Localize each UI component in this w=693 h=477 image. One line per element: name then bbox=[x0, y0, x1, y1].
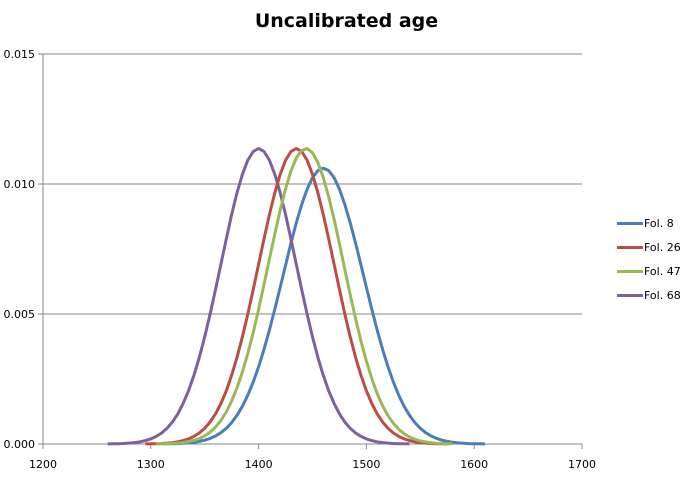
y-tick-label: 0.000 bbox=[4, 438, 36, 451]
x-tick-label: 1500 bbox=[352, 458, 380, 471]
series-line-fol-8 bbox=[161, 166, 486, 446]
x-tick-label: 1600 bbox=[460, 458, 488, 471]
legend-swatch bbox=[617, 270, 643, 273]
legend-item-fol-47: Fol. 47 bbox=[617, 265, 681, 278]
series-line-fol-47 bbox=[156, 147, 453, 446]
x-tick-label: 1400 bbox=[245, 458, 273, 471]
legend-label: Fol. 68 bbox=[644, 289, 681, 302]
y-tick-label: 0.015 bbox=[4, 48, 36, 61]
chart-title: Uncalibrated age bbox=[254, 10, 439, 32]
legend-label: Fol. 47 bbox=[644, 265, 681, 278]
x-tick-label: 1300 bbox=[137, 458, 165, 471]
legend-item-fol-68: Fol. 68 bbox=[617, 289, 681, 302]
legend-label: Fol. 26 bbox=[644, 241, 681, 254]
legend-item-fol-26: Fol. 26 bbox=[617, 241, 681, 254]
y-tick-label: 0.010 bbox=[4, 178, 36, 191]
legend-label: Fol. 8 bbox=[644, 217, 674, 230]
x-tick-label: 1200 bbox=[29, 458, 57, 471]
y-tick-label: 0.005 bbox=[4, 308, 36, 321]
series-line-fol-26 bbox=[145, 147, 448, 446]
legend-swatch bbox=[617, 222, 643, 225]
x-tick-label: 1700 bbox=[568, 458, 596, 471]
legend-swatch bbox=[617, 294, 643, 297]
series-line-fol-68 bbox=[107, 147, 410, 446]
legend-swatch bbox=[617, 246, 643, 249]
legend-item-fol-8: Fol. 8 bbox=[617, 217, 674, 230]
